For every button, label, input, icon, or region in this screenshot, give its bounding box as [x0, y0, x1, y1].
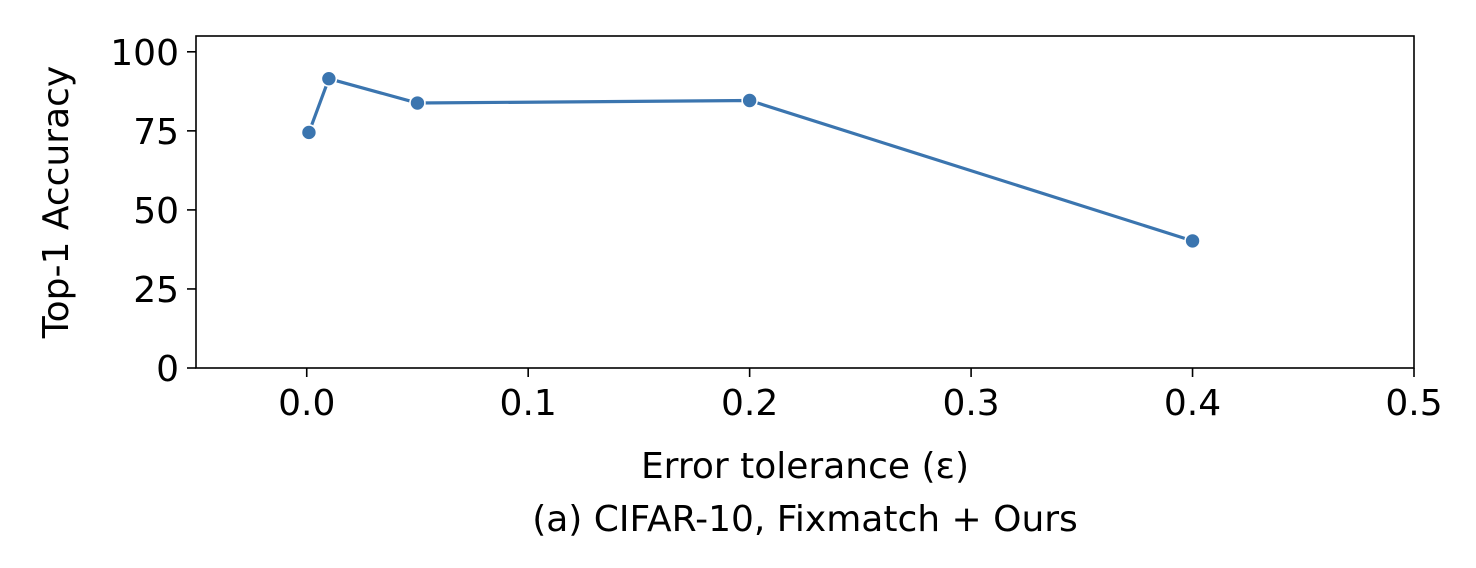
y-tick-label: 100	[110, 33, 179, 74]
y-axis-title: Top-1 Accuracy	[36, 66, 77, 339]
data-point	[1184, 232, 1201, 250]
x-tick-label: 0.0	[278, 383, 335, 424]
y-tick-label: 0	[156, 349, 179, 390]
y-tick-label: 50	[133, 191, 179, 232]
x-axis-title: Error tolerance (ε)	[641, 446, 969, 487]
plot-area	[300, 70, 1201, 250]
data-point	[300, 124, 318, 141]
x-tick-label: 0.2	[721, 383, 778, 424]
data-point	[320, 70, 338, 87]
axes: 0.0 0.1 0.2 0.3 0.4 0.5 0 25 50 75 100	[110, 33, 1442, 424]
x-tick-label: 0.1	[500, 383, 557, 424]
y-tick-label: 75	[133, 112, 179, 153]
x-tick-label: 0.3	[942, 383, 999, 424]
chart-caption: (a) CIFAR-10, Fixmatch + Ours	[532, 499, 1078, 540]
data-point	[409, 94, 426, 112]
x-tick-label: 0.4	[1164, 383, 1221, 424]
y-tick-label: 25	[133, 270, 179, 311]
x-tick-label: 0.5	[1385, 383, 1442, 424]
data-point	[741, 92, 758, 109]
plot-frame	[195, 35, 1415, 369]
